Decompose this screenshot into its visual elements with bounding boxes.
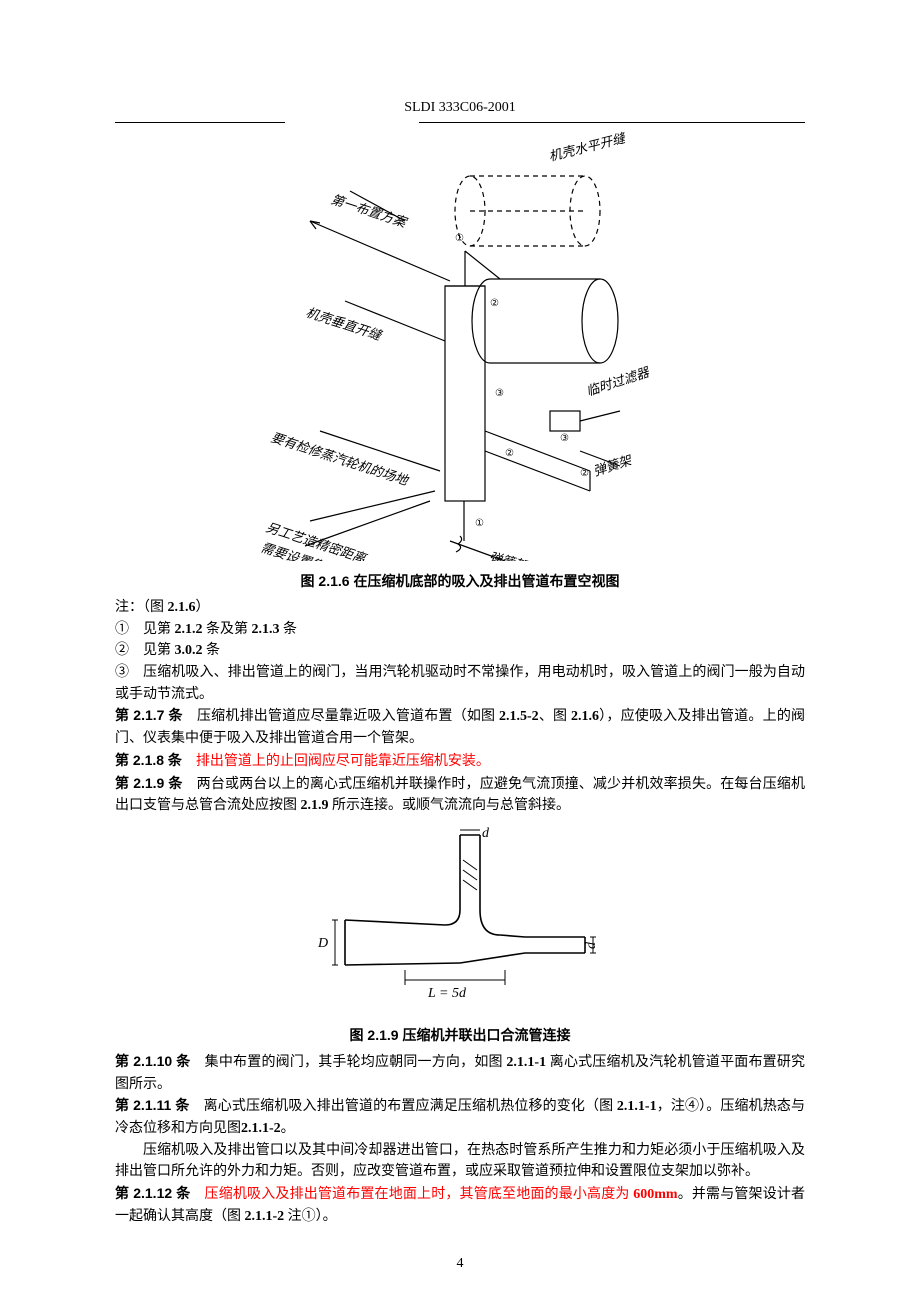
- svg-text:③: ③: [495, 388, 504, 399]
- svg-text:②: ②: [490, 298, 499, 309]
- lbl-bottom-right: 弹簧架: [487, 549, 530, 561]
- svg-text:①: ①: [475, 518, 484, 529]
- clause-2-1-9: 第 2.1.9 条 两台或两台以上的离心式压缩机并联操作时，应避免气流顶撞、减少…: [115, 773, 805, 817]
- clause-2-1-11: 第 2.1.11 条 离心式压缩机吸入排出管道的布置应满足压缩机热位移的变化（图…: [115, 1095, 805, 1139]
- svg-text:②: ②: [580, 468, 589, 479]
- clause-2-1-11-para2: 压缩机吸入及排出管口以及其中间冷却器进出管口，在热态时管系所产生推力和力矩必须小…: [115, 1140, 805, 1183]
- clause-2-1-7: 第 2.1.7 条 压缩机排出管道应尽量靠近吸入管道布置（如图 2.1.5-2、…: [115, 705, 805, 749]
- svg-text:②: ②: [505, 448, 514, 459]
- lbl-top-right: 机壳水平开缝: [547, 131, 628, 164]
- note-2: ② 见第 3.0.2 条: [115, 640, 805, 662]
- dim-L: L = 5d: [427, 986, 467, 1001]
- lbl-right-mid: 临时过滤器: [584, 364, 651, 399]
- figure-2-1-6: ① ② ③ ② ③ ① ② 机壳水平开缝 第一布置方案 机壳垂直开缝 要有检修蒸…: [115, 131, 805, 561]
- lbl-right-lower: 弹簧架: [591, 452, 635, 479]
- figure-2-1-9-caption: 图 2.1.9 压缩机并联出口合流管连接: [115, 1025, 805, 1045]
- svg-text:①: ①: [455, 233, 464, 244]
- lbl-lower-mid-left: 要有检修蒸汽轮机的场地: [269, 430, 412, 489]
- clause-2-1-12: 第 2.1.12 条 压缩机吸入及排出管道布置在地面上时，其管底至地面的最小高度…: [115, 1183, 805, 1227]
- note-3: ③ 压缩机吸入、排出管道上的阀门，当用汽轮机驱动时不常操作，用电动机时，吸入管道…: [115, 662, 805, 705]
- lbl-upper-left: 第一布置方案: [329, 192, 410, 231]
- clause-2-1-10: 第 2.1.10 条 集中布置的阀门，其手轮均应朝同一方向，如图 2.1.1-1…: [115, 1051, 805, 1095]
- svg-text:③: ③: [560, 433, 569, 444]
- notes-header: 注：（图 2.1.6）: [115, 597, 805, 619]
- header-underline: [115, 122, 805, 123]
- dim-d-right: d: [584, 941, 599, 949]
- header-code: SLDI 333C06-2001: [115, 100, 805, 120]
- note-1: ① 见第 2.1.2 条及第 2.1.3 条: [115, 619, 805, 641]
- figure-2-1-9: d D d L = 5d: [115, 825, 805, 1015]
- dim-d-top: d: [482, 826, 490, 841]
- dim-D-left: D: [317, 936, 328, 951]
- lbl-mid-left: 机壳垂直开缝: [304, 305, 385, 344]
- page-number: 4: [0, 1256, 920, 1272]
- clause-2-1-8: 第 2.1.8 条 排出管道上的止回阀应尽可能靠近压缩机安装。: [115, 750, 805, 773]
- figure-2-1-6-caption: 图 2.1.6 在压缩机底部的吸入及排出管道布置空视图: [115, 571, 805, 591]
